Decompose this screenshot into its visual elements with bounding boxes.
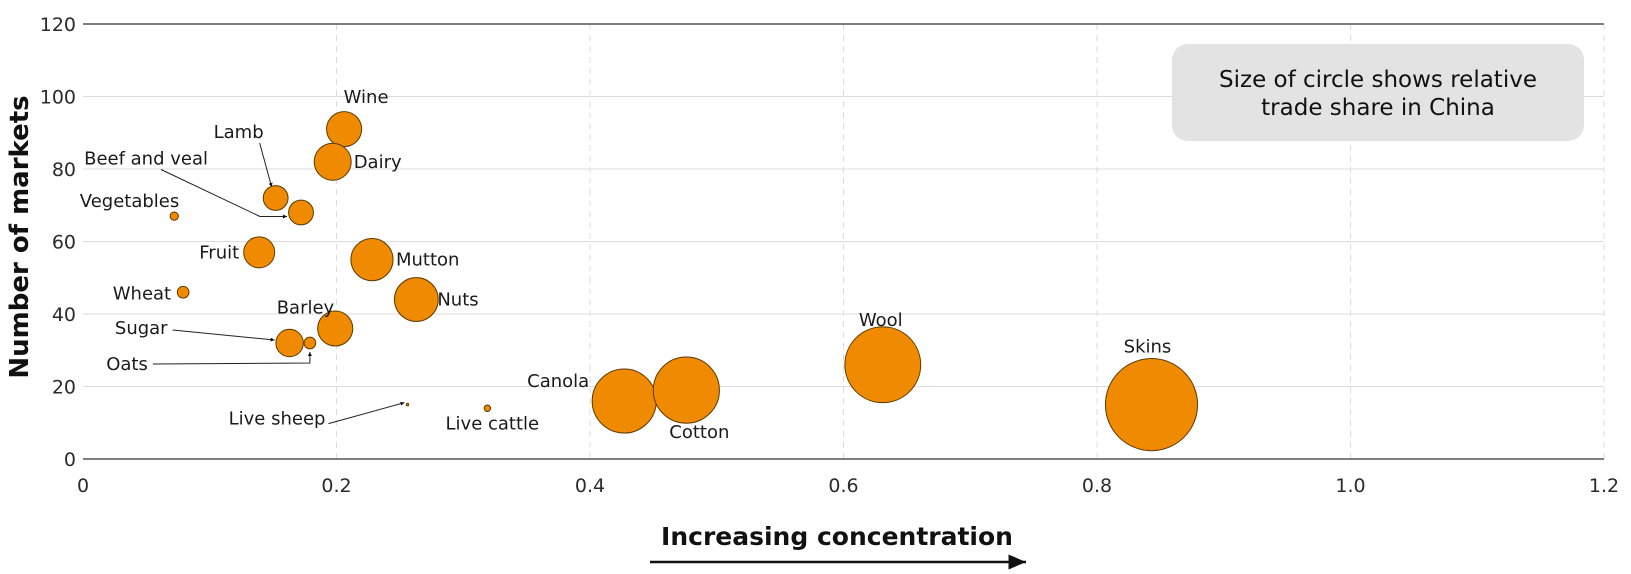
x-tick-label: 0.2 bbox=[321, 475, 351, 497]
bubble-label-lamb: Lamb bbox=[214, 122, 264, 143]
bubble-label-wine: Wine bbox=[344, 87, 389, 108]
x-axis-title: Increasing concentration bbox=[661, 522, 1013, 551]
bubble-sugar bbox=[275, 328, 304, 358]
axes: 0 20 40 60 80 100 120 0 0.2 0.4 0.6 0.8 1.0 1.2 bbox=[40, 14, 1619, 497]
bubble-label-sugar: Sugar bbox=[115, 318, 168, 339]
bubble-label-dairy: Dairy bbox=[354, 152, 402, 173]
y-tick-label: 100 bbox=[40, 87, 76, 109]
bubble-label-nuts: Nuts bbox=[437, 290, 478, 311]
bubble-label-canola: Canola bbox=[527, 371, 589, 392]
bubbles bbox=[169, 111, 1199, 452]
bubble-vegetables bbox=[169, 211, 179, 221]
size-note: Size of circle shows relative trade shar… bbox=[1172, 44, 1584, 141]
bubble-canola bbox=[591, 368, 657, 434]
size-note-box bbox=[1172, 44, 1584, 141]
x-tick-label: 0.4 bbox=[575, 475, 605, 497]
bubble-lamb bbox=[262, 185, 289, 211]
y-tick-label: 120 bbox=[40, 14, 76, 36]
bubble-label-cotton: Cotton bbox=[669, 422, 729, 443]
bubble-label-mutton: Mutton bbox=[396, 250, 459, 271]
x-tick-label: 0 bbox=[77, 475, 89, 497]
y-tick-label: 20 bbox=[52, 377, 76, 399]
bubble-barley bbox=[317, 310, 354, 347]
bubble-wool bbox=[844, 326, 922, 404]
bubble-oats bbox=[303, 336, 317, 350]
leader-line-oats bbox=[152, 352, 312, 365]
bubble-label-fruit: Fruit bbox=[199, 242, 239, 263]
bubble-label-live-cattle: Live cattle bbox=[446, 413, 540, 434]
bubble-label-beef-and-veal: Beef and veal bbox=[84, 149, 208, 170]
y-axis-title: Number of markets bbox=[5, 95, 35, 378]
bubble-label-wool: Wool bbox=[859, 310, 903, 331]
bubble-label-vegetables: Vegetables bbox=[80, 191, 179, 212]
bubble-wine bbox=[326, 111, 363, 148]
bubble-label-live-sheep: Live sheep bbox=[229, 409, 326, 430]
y-tick-label: 0 bbox=[64, 449, 76, 471]
leader-line-lamb bbox=[259, 142, 273, 188]
bubble-wheat bbox=[176, 285, 190, 299]
bubble-label-wheat: Wheat bbox=[113, 283, 171, 304]
bubble-fruit bbox=[243, 236, 276, 269]
bubble-cotton bbox=[652, 356, 720, 424]
bubble-labels: Wine Dairy Lamb Beef and veal Vegetables Frui… bbox=[80, 87, 1172, 443]
x-tick-label: 0.6 bbox=[828, 475, 858, 497]
bubble-skins bbox=[1104, 358, 1199, 452]
bubble-label-skins: Skins bbox=[1124, 337, 1172, 358]
x-tick-label: 1.0 bbox=[1335, 475, 1365, 497]
y-tick-label: 80 bbox=[52, 159, 76, 181]
bubble-live-sheep bbox=[405, 402, 410, 407]
bubble-mutton bbox=[350, 238, 394, 282]
leader-line-sugar bbox=[172, 329, 275, 342]
bubble-label-oats: Oats bbox=[106, 354, 148, 375]
leader-lines bbox=[152, 142, 405, 425]
bubble-nuts bbox=[393, 277, 439, 322]
y-tick-label: 60 bbox=[52, 232, 76, 254]
x-tick-label: 1.2 bbox=[1589, 475, 1619, 497]
y-tick-label: 40 bbox=[52, 304, 76, 326]
size-note-line2: trade share in China bbox=[1261, 95, 1495, 121]
bubble-dairy bbox=[313, 142, 352, 181]
x-tick-label: 0.8 bbox=[1082, 475, 1112, 497]
leader-line-live-sheep bbox=[328, 401, 405, 425]
bubble-label-barley: Barley bbox=[277, 298, 335, 319]
bubble-beef-and-veal bbox=[288, 199, 314, 226]
leader-line-beef-and-veal bbox=[160, 169, 288, 219]
size-note-line1: Size of circle shows relative bbox=[1219, 67, 1537, 93]
bubble-live-cattle bbox=[483, 404, 492, 412]
